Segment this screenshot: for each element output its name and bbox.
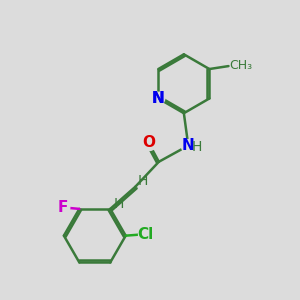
Text: N: N	[181, 138, 194, 153]
Text: H: H	[192, 140, 202, 154]
Text: F: F	[57, 200, 68, 215]
Text: Cl: Cl	[137, 227, 154, 242]
Text: N: N	[152, 91, 165, 106]
Text: CH₃: CH₃	[229, 59, 252, 72]
Text: N: N	[152, 91, 165, 106]
Text: H: H	[137, 174, 148, 188]
Text: O: O	[142, 135, 155, 150]
Text: H: H	[113, 196, 124, 211]
